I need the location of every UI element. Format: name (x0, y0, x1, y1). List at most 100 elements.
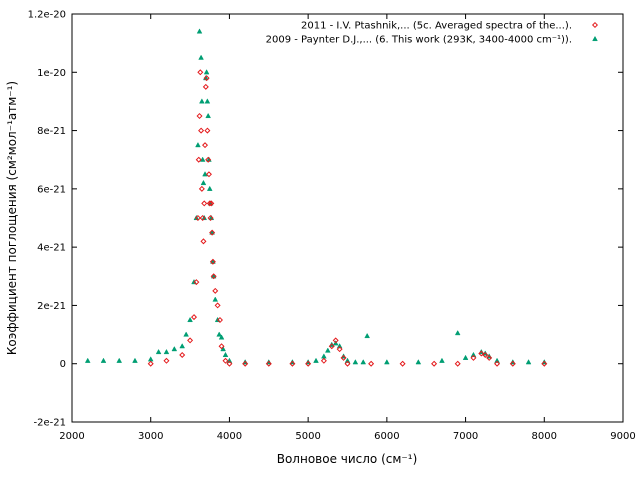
data-point-series-1 (336, 346, 343, 353)
x-axis-label: Волновое число (см⁻¹) (277, 452, 418, 466)
data-point-series-1 (194, 214, 201, 222)
x-tick-label: 2000 (59, 431, 84, 442)
y-tick-label: 4e-21 (37, 243, 66, 254)
data-point-series-2 (155, 348, 162, 355)
data-point-series-2 (187, 316, 193, 323)
data-point-series-1 (478, 350, 485, 357)
data-point-series-1 (209, 229, 216, 236)
data-point-series-1 (206, 200, 213, 207)
series-layer (84, 28, 548, 367)
x-tick-label: 8000 (532, 431, 557, 442)
data-point-series-1 (226, 360, 233, 367)
x-tick-label: 6000 (374, 431, 399, 442)
data-point-series-2 (462, 354, 469, 360)
data-point-series-1 (205, 156, 212, 163)
y-axis-label: Коэффициент поглощения (см²мол⁻¹атм⁻¹) (5, 81, 19, 355)
x-tick-label: 7000 (453, 431, 478, 442)
data-point-series-2 (344, 357, 351, 363)
data-point-series-1 (198, 185, 205, 192)
data-point-series-1 (541, 360, 548, 367)
data-point-series-2 (196, 28, 203, 34)
data-point-series-1 (202, 83, 209, 90)
data-point-series-1 (190, 314, 198, 321)
data-point-series-2 (218, 334, 225, 340)
legend: 2011 - I.V. Ptashnik,... (5c. Averaged s… (266, 21, 599, 46)
data-point-series-2 (179, 343, 186, 349)
data-point-series-2 (183, 331, 189, 337)
data-point-series-1 (207, 214, 214, 222)
data-point-series-1 (470, 354, 477, 361)
data-point-series-2 (100, 357, 107, 363)
data-point-series-1 (344, 360, 351, 367)
data-point-series-2 (147, 356, 154, 362)
data-point-series-1 (320, 357, 327, 364)
data-point-series-1 (218, 343, 225, 350)
data-point-series-1 (509, 360, 516, 367)
y-tick-label: 1.2e-20 (28, 10, 66, 21)
data-point-series-2 (384, 359, 390, 365)
data-point-series-1 (399, 360, 406, 367)
data-point-series-1 (193, 279, 200, 286)
data-point-series-2 (364, 332, 371, 339)
data-point-series-1 (209, 258, 216, 265)
data-point-series-2 (84, 357, 91, 363)
data-point-series-1 (187, 337, 194, 344)
data-point-series-2 (204, 98, 211, 104)
data-point-series-1 (163, 357, 170, 364)
data-point-series-1 (222, 357, 229, 364)
data-point-series-1 (179, 351, 186, 358)
data-point-series-2 (321, 353, 327, 359)
data-point-series-1 (265, 360, 272, 367)
data-point-series-1 (214, 302, 221, 309)
data-point-series-2 (439, 357, 445, 363)
legend-label-series-1: 2011 - I.V. Ptashnik,... (5c. Averaged s… (301, 21, 572, 32)
x-axis-ticks: 2000 3000 4000 5000 6000 7000 8000 9000 (59, 14, 636, 442)
data-point-series-1 (195, 156, 202, 163)
x-tick-label: 5000 (295, 431, 320, 442)
data-point-series-2 (352, 359, 359, 365)
x-tick-label: 3000 (138, 431, 163, 442)
data-point-series-1 (212, 287, 219, 294)
data-point-series-1 (216, 316, 223, 324)
data-point-series-2 (199, 156, 206, 162)
legend-marker-series-2 (592, 35, 598, 42)
data-point-series-2 (171, 346, 178, 352)
plot-frame (71, 13, 624, 423)
y-tick-label: -2e-21 (34, 418, 66, 429)
data-point-series-2 (202, 171, 208, 177)
data-point-series-2 (226, 357, 233, 363)
data-point-series-1 (305, 360, 312, 367)
data-point-series-2 (116, 357, 123, 363)
data-point-series-2 (206, 185, 213, 191)
data-point-series-2 (163, 348, 170, 355)
data-point-series-1 (486, 354, 493, 361)
data-point-series-2 (195, 142, 201, 148)
data-point-series-2 (205, 112, 211, 119)
data-point-series-1 (368, 360, 375, 367)
x-tick-label: 9000 (610, 431, 635, 442)
data-point-series-1 (332, 337, 339, 344)
data-point-series-2 (360, 359, 367, 365)
data-point-series-1 (202, 142, 209, 149)
data-point-series-1 (201, 200, 208, 207)
y-tick-label: 6e-21 (37, 184, 66, 195)
legend-marker-series-1 (591, 21, 599, 29)
x-tick-label: 4000 (217, 431, 242, 442)
data-point-series-1 (205, 171, 212, 178)
data-point-series-1 (203, 75, 210, 82)
data-point-series-1 (289, 360, 296, 367)
data-point-series-1 (199, 214, 206, 222)
data-point-series-1 (494, 360, 501, 367)
data-point-series-1 (200, 238, 207, 245)
data-point-series-1 (340, 354, 347, 361)
data-point-series-1 (242, 360, 249, 367)
data-point-series-1 (482, 351, 489, 358)
data-point-series-2 (494, 357, 500, 363)
y-tick-label: 8e-21 (37, 126, 66, 137)
data-point-series-1 (204, 127, 211, 134)
data-point-series-2 (525, 359, 532, 365)
data-point-series-1 (210, 273, 217, 280)
data-point-series-1 (147, 360, 154, 367)
